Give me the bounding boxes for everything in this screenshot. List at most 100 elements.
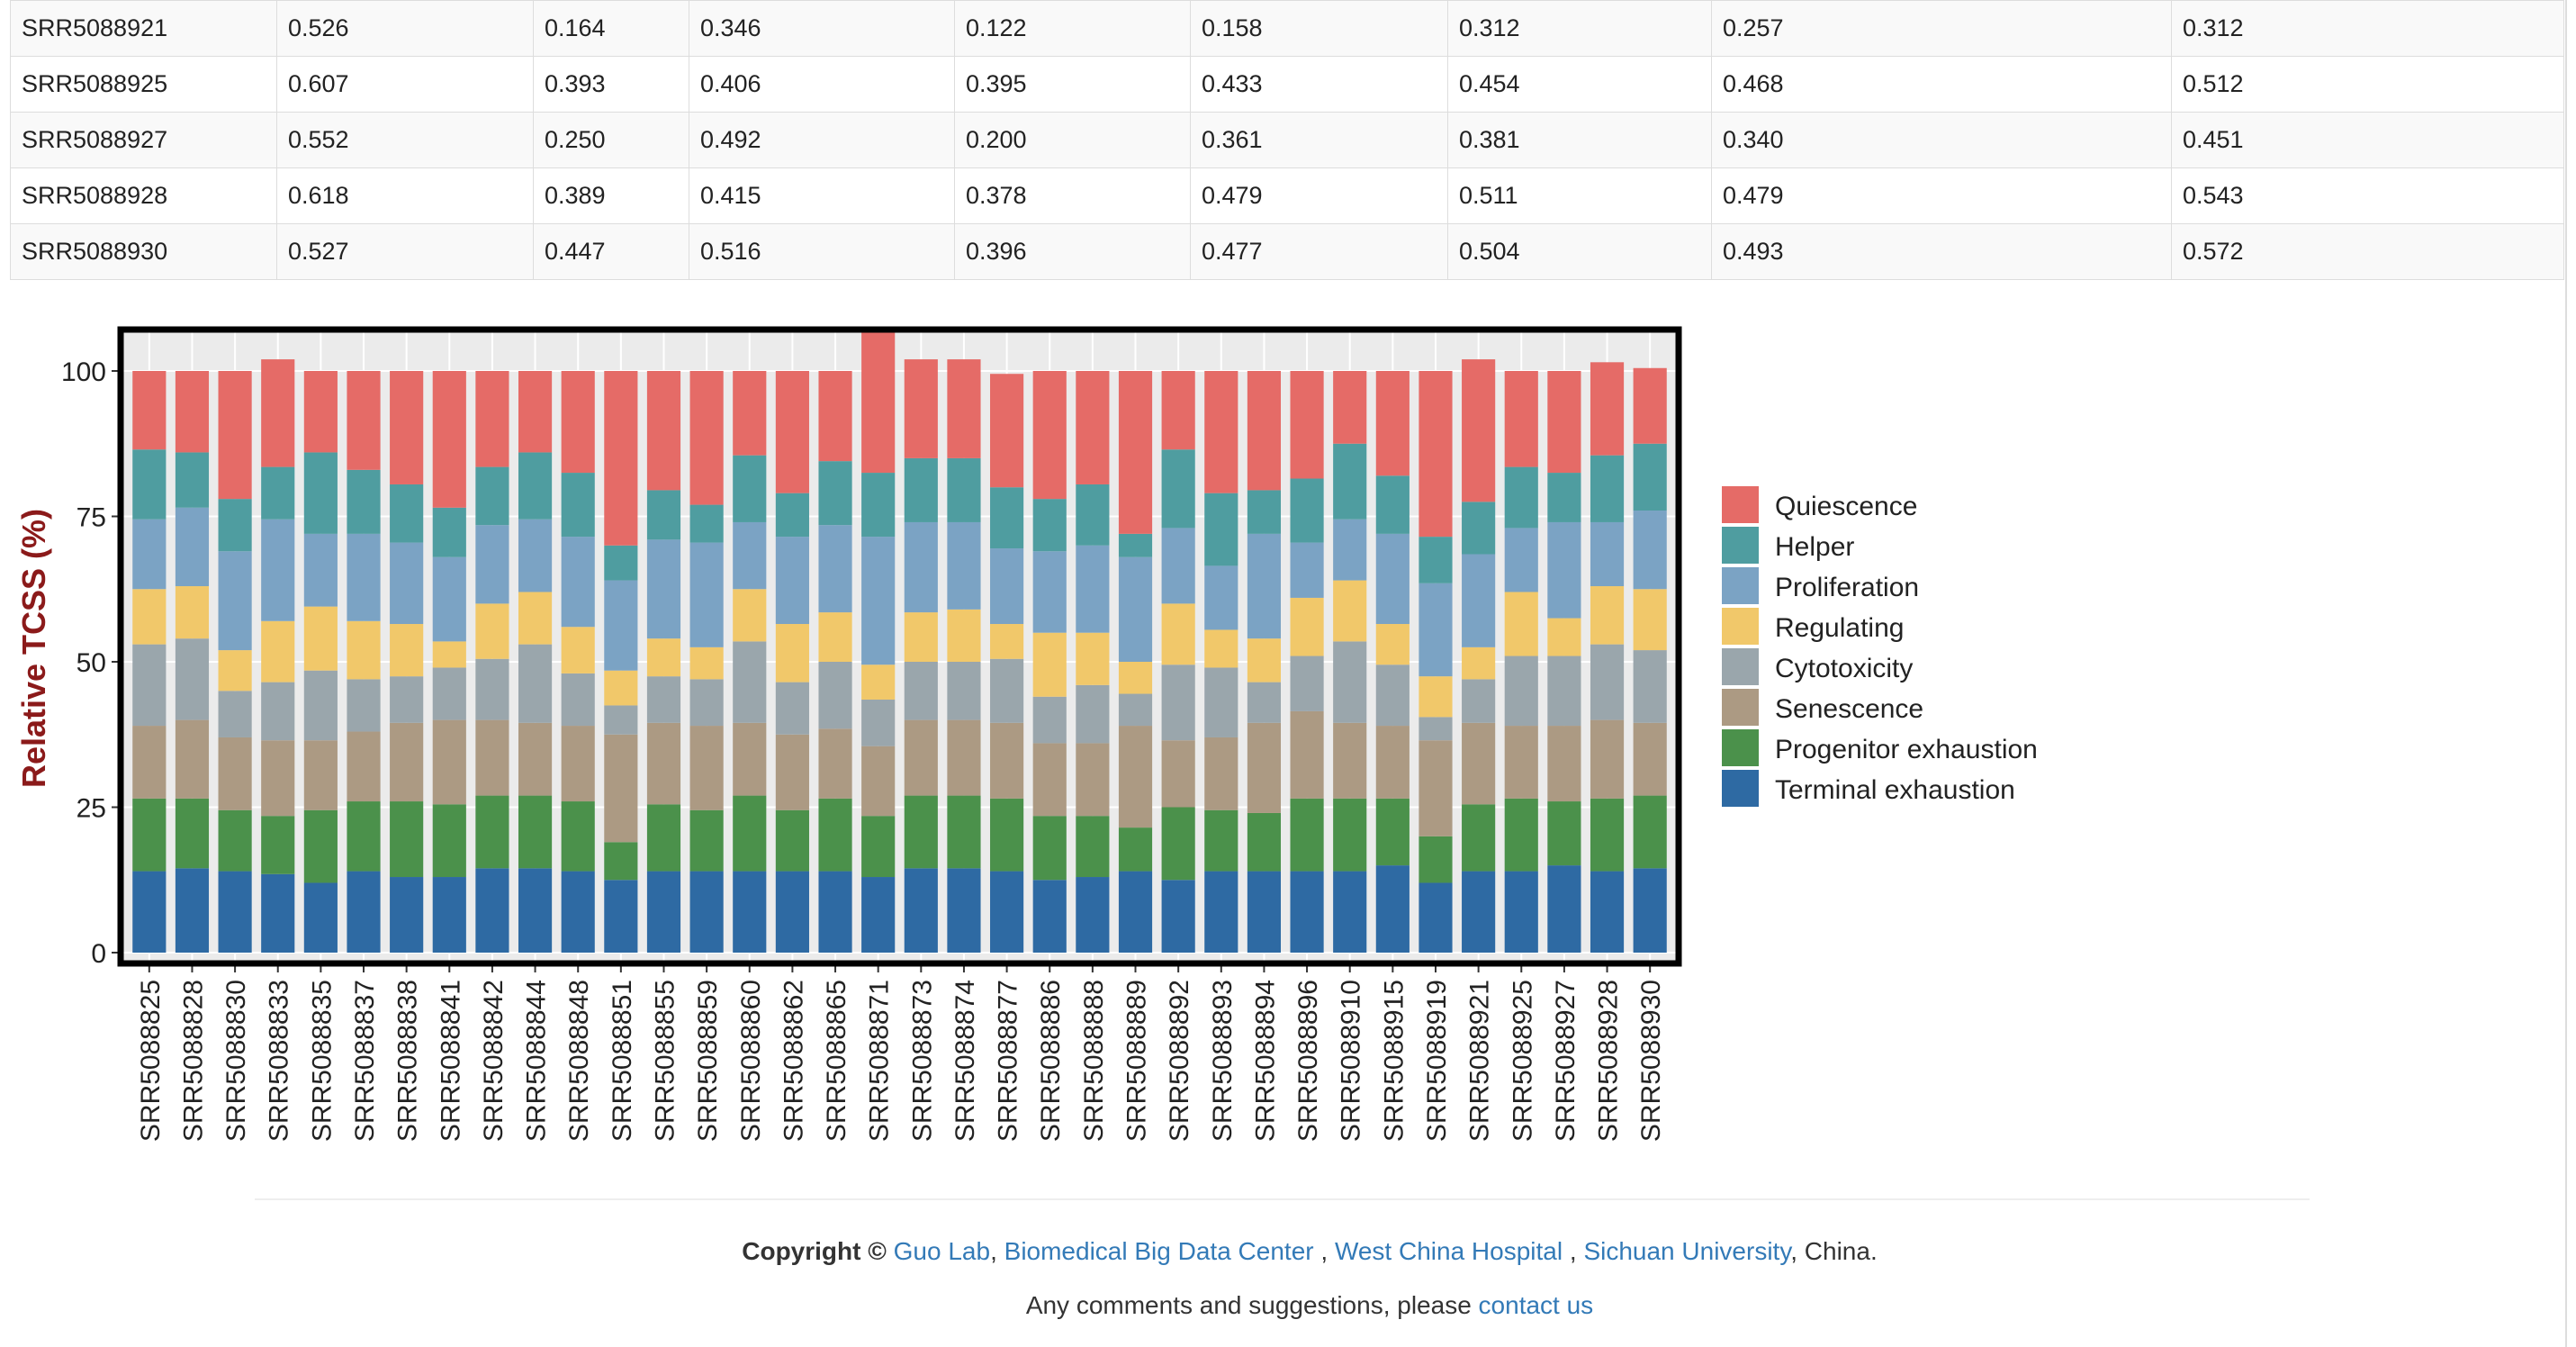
bar-segment — [990, 624, 1024, 659]
bar-segment — [1590, 455, 1625, 522]
score-cell: 0.378 — [954, 167, 1191, 224]
legend-swatch — [1722, 648, 1759, 685]
y-tick-label: 50 — [77, 648, 106, 678]
bar-segment — [390, 542, 424, 625]
bar-segment — [947, 521, 981, 610]
score-cell: 0.479 — [1711, 167, 2172, 224]
score-cell: 0.158 — [1190, 0, 1448, 57]
bar-segment — [347, 731, 381, 802]
bar-segment — [775, 371, 809, 493]
bar-segment — [303, 740, 338, 810]
bar-segment — [1247, 812, 1282, 872]
west-china-hospital-link[interactable]: West China Hospital — [1334, 1237, 1563, 1265]
bar-segment — [261, 620, 295, 683]
contact-us-link[interactable]: contact us — [1478, 1291, 1594, 1319]
bar-segment — [218, 737, 252, 810]
bar-segment — [432, 877, 466, 953]
score-cell: 0.504 — [1447, 223, 1712, 280]
legend-swatch — [1722, 608, 1759, 645]
score-cell: 0.312 — [1447, 0, 1712, 57]
bar-segment — [475, 525, 509, 604]
sichuan-university-link[interactable]: Sichuan University — [1583, 1237, 1791, 1265]
country-text: , China. — [1790, 1237, 1878, 1265]
bar-segment — [1032, 551, 1067, 633]
legend-swatch — [1722, 567, 1759, 604]
x-tick-label: SRR5088877 — [994, 980, 1023, 1142]
bar-segment — [218, 371, 252, 500]
bar-segment — [132, 449, 167, 520]
bar-segment — [689, 726, 724, 810]
bar-segment — [904, 868, 938, 953]
bar-segment — [1161, 807, 1195, 881]
bar-segment — [175, 507, 210, 587]
bar-segment — [518, 452, 553, 520]
bar-segment — [1633, 367, 1667, 444]
bar-segment — [947, 457, 981, 522]
score-cell: 0.122 — [954, 0, 1191, 57]
bar-segment — [1375, 624, 1410, 665]
bar-segment — [1333, 871, 1367, 953]
x-tick-label: SRR5088925 — [1508, 980, 1537, 1142]
bar-segment — [1504, 528, 1538, 592]
bar-segment — [390, 676, 424, 723]
bar-segment — [604, 371, 638, 546]
bar-segment — [1204, 809, 1238, 872]
bar-segment — [303, 809, 338, 883]
bar-segment — [775, 871, 809, 953]
bar-segment — [1633, 650, 1667, 723]
bar-segment — [303, 533, 338, 607]
bar-segment — [1333, 371, 1367, 444]
x-tick-label: SRR5088893 — [1208, 980, 1238, 1142]
bar-segment — [218, 499, 252, 552]
bar-segment — [646, 490, 681, 540]
bar-segment — [1032, 371, 1067, 500]
bar-segment — [132, 519, 167, 590]
bar-segment — [390, 801, 424, 878]
bar-segment — [1204, 737, 1238, 810]
bar-segment — [1590, 644, 1625, 720]
guo-lab-link[interactable]: Guo Lab — [893, 1237, 991, 1265]
sample-id-cell: SRR5088921 — [10, 0, 277, 57]
score-cell: 0.433 — [1190, 56, 1448, 113]
bar-segment — [947, 359, 981, 458]
legend-label: Progenitor exhaustion — [1775, 735, 2038, 764]
score-cell: 0.516 — [689, 223, 955, 280]
bar-segment — [947, 719, 981, 796]
bar-segment — [1076, 877, 1110, 953]
bar-segment — [518, 519, 553, 592]
bar-segment — [733, 371, 767, 456]
bar-segment — [775, 624, 809, 683]
bar-segment — [1290, 542, 1324, 598]
bar-segment — [861, 473, 896, 538]
x-tick-label: SRR5088874 — [950, 980, 980, 1142]
bar-segment — [990, 548, 1024, 625]
bar-segment — [1590, 362, 1625, 456]
x-tick-label: SRR5088896 — [1293, 980, 1323, 1142]
bar-segment — [1462, 502, 1496, 555]
bar-segment — [904, 795, 938, 869]
bar-segment — [904, 662, 938, 720]
bar-segment — [1333, 641, 1367, 723]
bar-segment — [261, 682, 295, 741]
bar-segment — [1076, 484, 1110, 546]
bar-segment — [1247, 722, 1282, 813]
big-data-center-link[interactable]: Biomedical Big Data Center — [1004, 1237, 1314, 1265]
bar-segment — [475, 658, 509, 720]
bar-segment — [604, 705, 638, 735]
bar-segment — [432, 641, 466, 668]
bar-segment — [646, 722, 681, 805]
bar-segment — [1333, 519, 1367, 581]
bar-segment — [861, 664, 896, 700]
bar-segment — [861, 746, 896, 817]
x-tick-label: SRR5088889 — [1122, 980, 1152, 1142]
bar-segment — [347, 620, 381, 680]
bar-segment — [1547, 726, 1581, 802]
bar-segment — [518, 868, 553, 953]
bar-segment — [1118, 662, 1153, 694]
x-tick-label: SRR5088862 — [779, 980, 808, 1142]
bar-segment — [475, 371, 509, 467]
bar-segment — [1504, 371, 1538, 467]
score-cell: 0.340 — [1711, 112, 2172, 168]
bar-segment — [604, 880, 638, 953]
bar-segment — [990, 798, 1024, 872]
